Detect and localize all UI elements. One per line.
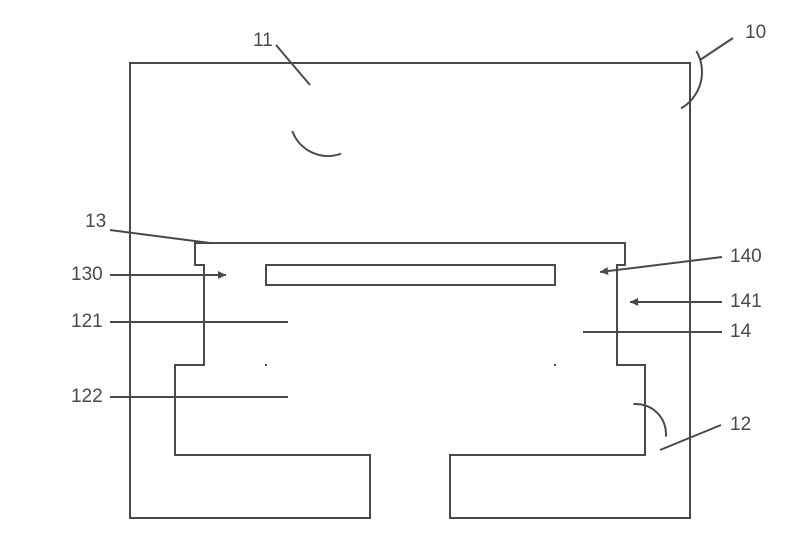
top-plate xyxy=(195,243,625,265)
left-pillar xyxy=(204,265,266,365)
mid-body xyxy=(266,285,555,365)
foot xyxy=(370,455,450,518)
diagram-canvas: 10 11 13 130 121 122 140 141 14 12 xyxy=(0,0,800,543)
callout-11 xyxy=(292,131,341,156)
callout-label-11: 11 xyxy=(253,30,273,51)
callout-10 xyxy=(681,51,702,108)
callout-label-141: 141 xyxy=(730,291,762,312)
callout-label-140: 140 xyxy=(730,246,762,267)
callout-label-121: 121 xyxy=(71,311,103,332)
right-pillar xyxy=(555,265,617,365)
callout-label-13: 13 xyxy=(85,211,106,232)
callout-label-10: 10 xyxy=(745,22,766,43)
callout-label-122: 122 xyxy=(71,386,103,407)
callout-label-14: 14 xyxy=(730,321,752,342)
callout-label-12: 12 xyxy=(730,414,751,435)
base-block xyxy=(175,365,645,455)
callout-label-130: 130 xyxy=(71,264,103,285)
